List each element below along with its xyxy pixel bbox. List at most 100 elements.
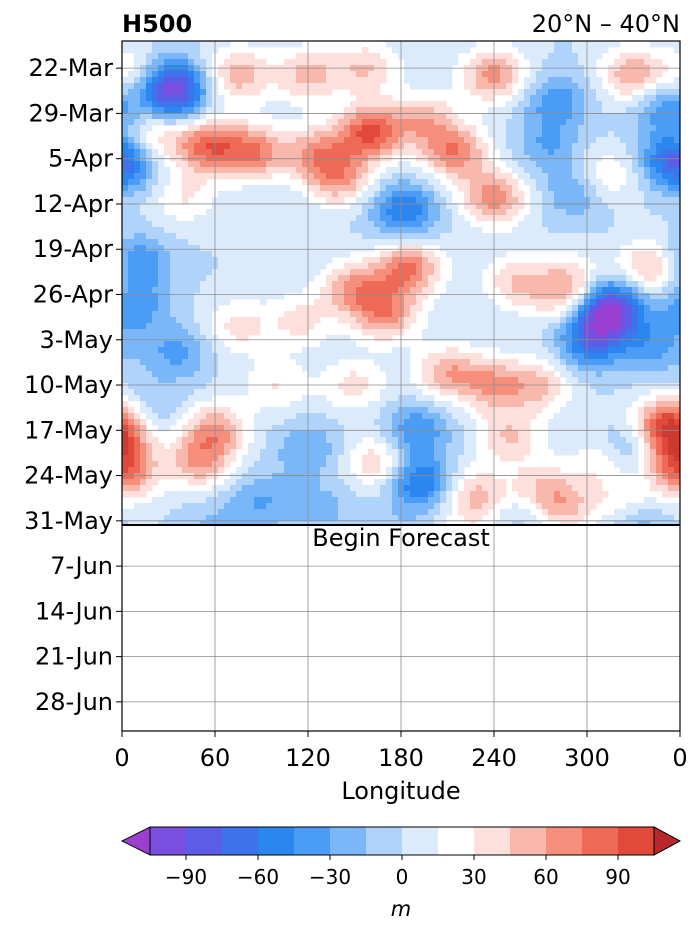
- anomaly-cell: [206, 347, 213, 354]
- anomaly-cell: [560, 287, 567, 294]
- anomaly-cell: [296, 227, 303, 234]
- anomaly-cell: [482, 329, 489, 336]
- anomaly-cell: [152, 149, 159, 156]
- anomaly-cell: [632, 281, 639, 288]
- anomaly-cell: [554, 173, 561, 180]
- anomaly-cell: [140, 143, 147, 150]
- anomaly-cell: [644, 167, 651, 174]
- anomaly-cell: [362, 197, 369, 204]
- anomaly-cell: [236, 251, 243, 258]
- anomaly-cell: [308, 185, 315, 192]
- anomaly-cell: [506, 245, 513, 252]
- anomaly-cell: [452, 53, 459, 60]
- anomaly-cell: [200, 359, 207, 366]
- anomaly-cell: [206, 239, 213, 246]
- anomaly-cell: [602, 239, 609, 246]
- anomaly-cell: [590, 401, 597, 408]
- anomaly-cell: [602, 359, 609, 366]
- anomaly-cell: [302, 203, 309, 210]
- anomaly-cell: [176, 59, 183, 66]
- anomaly-cell: [578, 269, 585, 276]
- anomaly-cell: [146, 395, 153, 402]
- anomaly-cell: [542, 203, 549, 210]
- anomaly-cell: [344, 155, 351, 162]
- anomaly-cell: [410, 137, 417, 144]
- anomaly-cell: [644, 113, 651, 120]
- anomaly-cell: [122, 113, 129, 120]
- anomaly-cell: [476, 203, 483, 210]
- anomaly-cell: [362, 287, 369, 294]
- anomaly-cell: [236, 377, 243, 384]
- anomaly-cell: [656, 383, 663, 390]
- anomaly-cell: [422, 155, 429, 162]
- anomaly-cell: [290, 215, 297, 222]
- anomaly-cell: [152, 329, 159, 336]
- anomaly-cell: [140, 41, 147, 48]
- anomaly-cell: [146, 149, 153, 156]
- anomaly-cell: [632, 233, 639, 240]
- anomaly-cell: [164, 179, 171, 186]
- anomaly-cell: [224, 275, 231, 282]
- anomaly-cell: [224, 227, 231, 234]
- anomaly-cell: [134, 257, 141, 264]
- anomaly-cell: [608, 383, 615, 390]
- anomaly-cell: [194, 419, 201, 426]
- anomaly-cell: [422, 281, 429, 288]
- anomaly-cell: [140, 401, 147, 408]
- anomaly-cell: [548, 77, 555, 84]
- anomaly-cell: [206, 329, 213, 336]
- anomaly-cell: [608, 149, 615, 156]
- anomaly-cell: [386, 113, 393, 120]
- anomaly-cell: [470, 233, 477, 240]
- anomaly-cell: [476, 359, 483, 366]
- anomaly-cell: [596, 233, 603, 240]
- anomaly-cell: [236, 53, 243, 60]
- anomaly-cell: [674, 107, 680, 114]
- anomaly-cell: [188, 41, 195, 48]
- anomaly-cell: [344, 125, 351, 132]
- anomaly-cell: [560, 137, 567, 144]
- anomaly-cell: [200, 323, 207, 330]
- anomaly-cell: [656, 125, 663, 132]
- anomaly-cell: [524, 125, 531, 132]
- anomaly-cell: [266, 203, 273, 210]
- anomaly-cell: [242, 269, 249, 276]
- anomaly-cell: [482, 113, 489, 120]
- anomaly-cell: [146, 239, 153, 246]
- anomaly-cell: [620, 371, 627, 378]
- anomaly-cell: [500, 137, 507, 144]
- anomaly-cell: [242, 377, 249, 384]
- anomaly-cell: [608, 125, 615, 132]
- anomaly-cell: [152, 209, 159, 216]
- anomaly-cell: [290, 131, 297, 138]
- anomaly-cell: [524, 347, 531, 354]
- anomaly-cell: [128, 173, 135, 180]
- anomaly-cell: [548, 71, 555, 78]
- anomaly-cell: [206, 143, 213, 150]
- anomaly-cell: [170, 413, 177, 420]
- anomaly-cell: [314, 149, 321, 156]
- anomaly-cell: [254, 329, 261, 336]
- anomaly-cell: [188, 83, 195, 90]
- anomaly-cell: [668, 167, 675, 174]
- anomaly-cell: [158, 287, 165, 294]
- anomaly-cell: [182, 95, 189, 102]
- anomaly-cell: [596, 317, 603, 324]
- anomaly-cell: [158, 347, 165, 354]
- anomaly-cell: [506, 185, 513, 192]
- anomaly-cell: [272, 233, 279, 240]
- anomaly-cell: [254, 275, 261, 282]
- anomaly-cell: [314, 305, 321, 312]
- anomaly-cell: [320, 359, 327, 366]
- anomaly-cell: [596, 125, 603, 132]
- anomaly-cell: [206, 425, 213, 432]
- anomaly-cell: [578, 245, 585, 252]
- anomaly-cell: [656, 377, 663, 384]
- anomaly-cell: [248, 239, 255, 246]
- anomaly-cell: [632, 59, 639, 66]
- anomaly-cell: [146, 401, 153, 408]
- anomaly-cell: [614, 197, 621, 204]
- anomaly-cell: [632, 293, 639, 300]
- anomaly-cell: [146, 317, 153, 324]
- anomaly-cell: [344, 335, 351, 342]
